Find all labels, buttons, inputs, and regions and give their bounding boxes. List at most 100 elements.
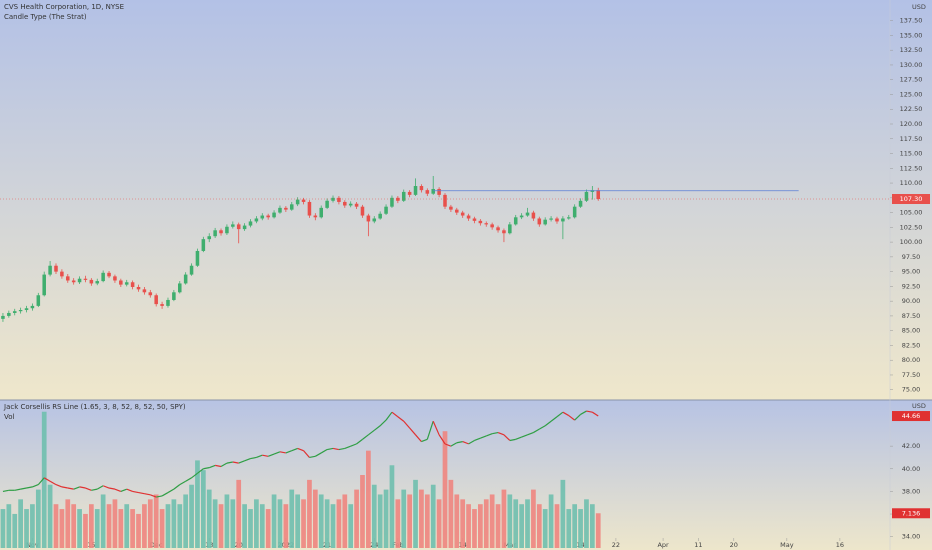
rs-line-segment bbox=[256, 454, 263, 459]
candle-body bbox=[431, 188, 435, 194]
rs-line-segment bbox=[327, 447, 334, 451]
rs-line-segment bbox=[456, 441, 463, 444]
volume-bar bbox=[289, 489, 295, 548]
rs-line-segment bbox=[179, 480, 186, 486]
candle-body bbox=[572, 206, 577, 218]
candle-body bbox=[502, 230, 506, 234]
candle-body bbox=[596, 190, 601, 199]
y-tick-label: 77.50 bbox=[902, 371, 921, 379]
candle-body bbox=[449, 206, 453, 210]
rs-line-segment bbox=[191, 472, 198, 479]
candle-body bbox=[537, 218, 542, 225]
rs-line-segment bbox=[450, 442, 458, 447]
volume-bar bbox=[47, 484, 53, 548]
volume-bar bbox=[531, 489, 536, 548]
rs-line-segment bbox=[291, 447, 298, 452]
rs-line-segment bbox=[438, 434, 446, 445]
candle-body bbox=[189, 265, 194, 275]
candle-body bbox=[254, 218, 259, 222]
candle-body bbox=[525, 212, 530, 216]
volume-bar bbox=[548, 494, 554, 548]
rs-line-segment bbox=[14, 488, 21, 491]
vol-title: Vol bbox=[4, 413, 15, 421]
candle-body bbox=[354, 203, 359, 207]
candle-body bbox=[331, 197, 335, 201]
rs-line-segment bbox=[209, 464, 216, 469]
candle-body bbox=[413, 186, 418, 195]
y-tick-label: 117.50 bbox=[900, 135, 923, 143]
candle-body bbox=[301, 199, 306, 202]
candle-body bbox=[419, 186, 424, 191]
candle-body bbox=[360, 206, 365, 216]
volume-bar bbox=[259, 504, 265, 548]
candle-body bbox=[183, 274, 188, 284]
volume-bar bbox=[454, 494, 460, 548]
candle-body bbox=[195, 250, 200, 266]
volume-bar bbox=[525, 499, 530, 548]
rs-line-segment bbox=[279, 451, 286, 454]
candle-body bbox=[508, 224, 512, 234]
currency: USD bbox=[912, 3, 926, 11]
rs-title: Jack Corsellis RS Line (1.65, 3, 8, 52, … bbox=[3, 403, 186, 411]
rs-line-segment bbox=[114, 488, 122, 492]
volume-bar bbox=[283, 504, 289, 548]
rs-line-segment bbox=[167, 488, 175, 494]
rs-line-segment bbox=[468, 439, 475, 445]
candle-body bbox=[48, 265, 52, 275]
x-tick-label: May bbox=[780, 541, 794, 549]
rs-last-tag bbox=[892, 411, 930, 422]
candle-body bbox=[130, 282, 135, 287]
candle-body bbox=[278, 207, 282, 213]
candle-body bbox=[124, 282, 129, 285]
volume-bar bbox=[147, 499, 153, 548]
y-tick-label: 82.50 bbox=[902, 341, 921, 349]
candle-body bbox=[567, 217, 571, 219]
volume-bar bbox=[407, 494, 412, 548]
candle-body bbox=[36, 295, 41, 306]
volume-bar bbox=[236, 479, 242, 548]
y-tick-label: 85.00 bbox=[902, 327, 921, 335]
candle-body bbox=[30, 305, 35, 309]
rs-line-segment bbox=[391, 411, 399, 418]
rs-line-segment bbox=[67, 487, 74, 490]
rs-line-segment bbox=[492, 431, 499, 435]
candle-body bbox=[437, 188, 441, 195]
candle-body bbox=[543, 219, 547, 225]
rs-line-segment bbox=[273, 451, 281, 455]
candle-body bbox=[484, 223, 489, 225]
rs-line-segment bbox=[73, 486, 80, 490]
rs-line-segment bbox=[527, 431, 534, 436]
candle-body bbox=[95, 281, 100, 284]
volume-bar bbox=[136, 513, 141, 548]
candle-body bbox=[89, 279, 94, 284]
volume-bar bbox=[206, 489, 212, 548]
volume-bar bbox=[0, 509, 6, 548]
candle-body bbox=[390, 197, 394, 207]
rs-line-segment bbox=[49, 480, 57, 486]
candle-body bbox=[513, 217, 518, 225]
volume-bar bbox=[106, 504, 112, 548]
x-tick-label: Apr bbox=[657, 541, 669, 549]
indicator-label: Candle Type (The Strat) bbox=[4, 13, 87, 21]
volume-bar bbox=[189, 484, 194, 548]
volume-bar bbox=[507, 494, 513, 548]
currency: USD bbox=[912, 402, 926, 410]
rs-line-segment bbox=[315, 452, 322, 457]
volume-bar bbox=[348, 504, 354, 548]
volume-bar bbox=[24, 509, 29, 548]
y-tick-label: 120.00 bbox=[900, 120, 923, 128]
rs-line-segment bbox=[515, 436, 522, 440]
volume-bar bbox=[301, 499, 306, 548]
rs-line-segment bbox=[409, 427, 416, 436]
y-tick-label: 105.00 bbox=[900, 209, 923, 217]
candle-body bbox=[425, 190, 430, 194]
rs-line-segment bbox=[586, 410, 593, 413]
candle-body bbox=[24, 308, 29, 311]
volume-bar bbox=[100, 494, 106, 548]
candle-body bbox=[555, 218, 559, 222]
volume-bar bbox=[560, 479, 566, 548]
candle-body bbox=[319, 207, 323, 218]
candle-body bbox=[242, 225, 247, 230]
y-tick-label: 75.00 bbox=[902, 386, 921, 394]
y-tick-label: 132.50 bbox=[900, 46, 923, 54]
